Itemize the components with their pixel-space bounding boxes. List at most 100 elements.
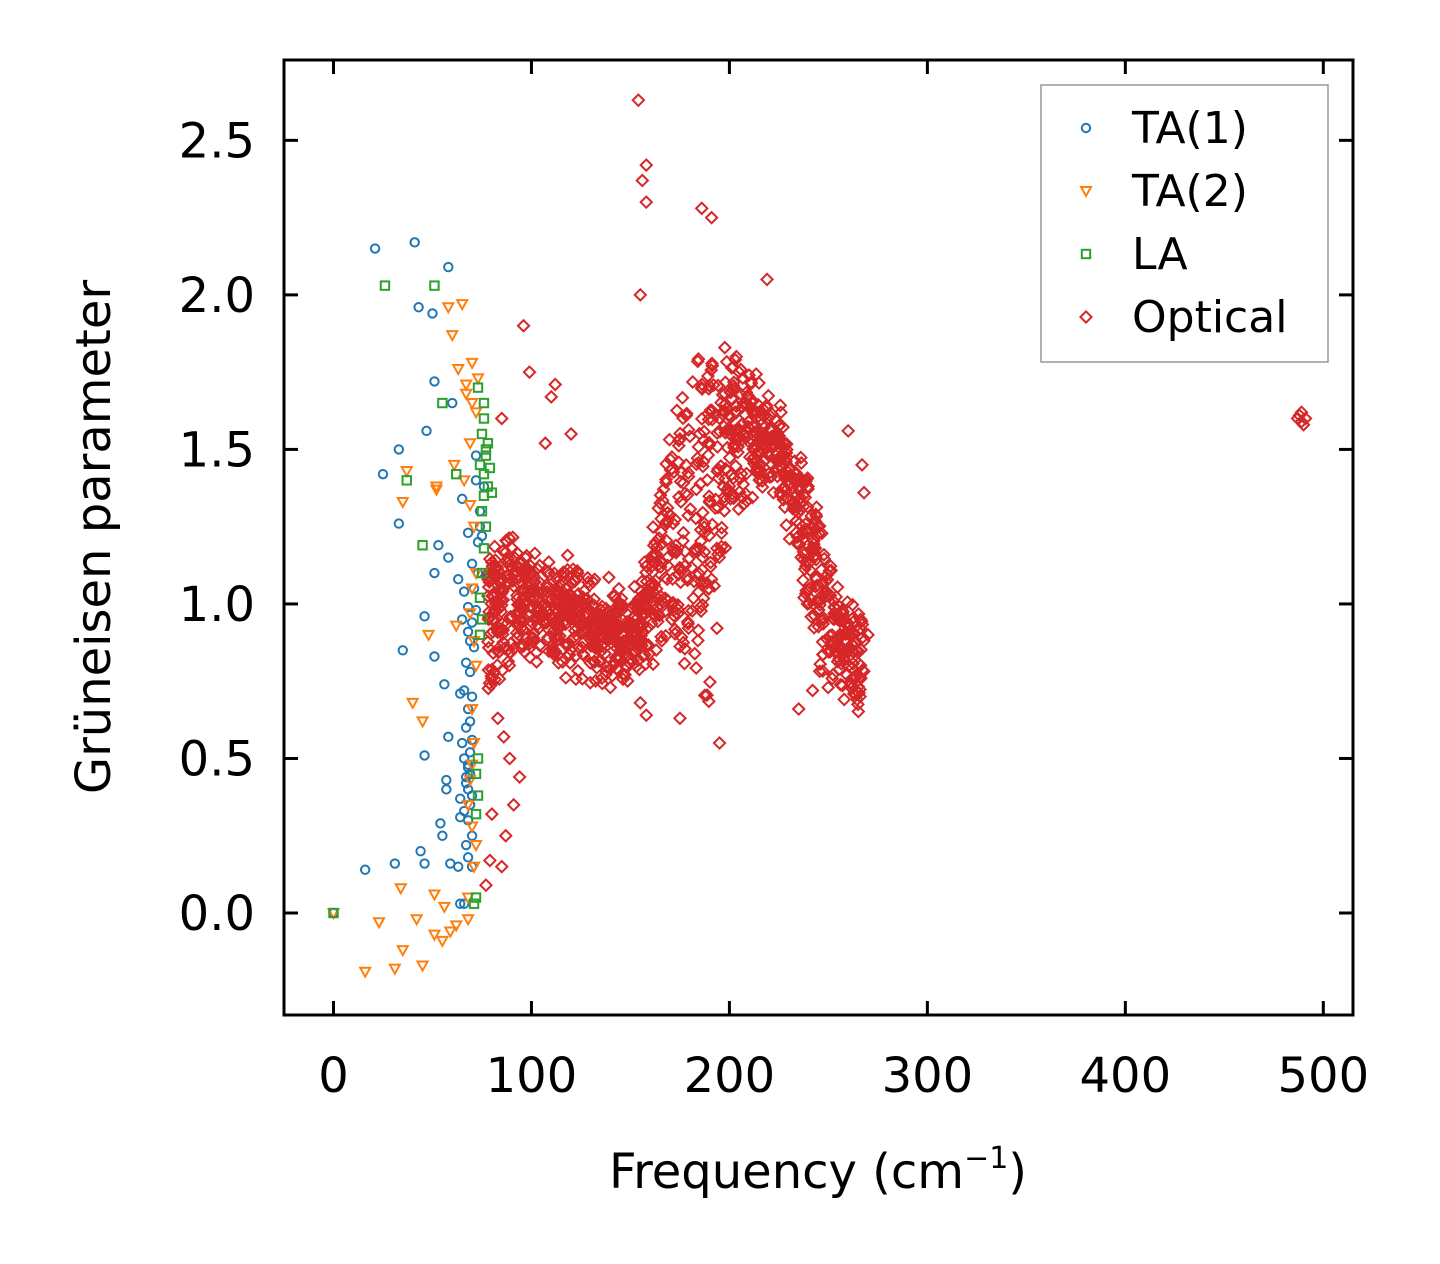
ta2-point [405,697,420,710]
optical-point [672,560,687,575]
ta1-point [439,679,450,690]
optical-point [526,631,541,646]
ta1-point [443,731,454,743]
optical-point [635,624,650,639]
optical-point [672,431,687,446]
optical-point [728,459,743,474]
optical-point [637,591,652,606]
optical-point [695,459,710,474]
optical-point [482,853,497,868]
optical-point [569,611,584,626]
ta2-point [459,388,473,401]
ta2-point [457,475,471,488]
optical-point [781,465,796,480]
ta1-point [433,540,444,551]
optical-point [807,620,822,635]
optical-point [633,695,648,710]
optical-point [502,531,517,546]
x-tick-label: 500 [1277,1048,1369,1104]
la-point [476,567,488,579]
optical-point [702,674,717,690]
ta1-point [458,685,470,696]
la-point [429,280,440,291]
la-point [486,487,498,498]
optical-point [506,797,521,812]
optical-point [502,751,517,766]
ta1-point [447,397,458,409]
optical-point [587,614,603,629]
optical-point [692,566,707,581]
legend-label-optical: Optical [1132,292,1287,343]
optical-point [844,681,859,696]
optical-point [552,618,567,633]
legend-markers [1078,122,1094,325]
optical-point [690,633,705,648]
optical-point [544,592,559,607]
optical-point [580,570,595,585]
optical-point [675,390,690,405]
optical-point [647,603,662,618]
optical-point [556,569,571,584]
ta2-point [469,407,483,420]
optical-point [804,508,819,523]
ta2-point [441,302,456,315]
optical-point [829,589,844,604]
optical-point [695,381,710,396]
optical-point [684,560,699,575]
optical-point [777,480,792,495]
optical-point [611,581,626,596]
optical-point [570,570,585,585]
ta1-point [389,858,401,869]
optical-point [569,649,584,664]
optical-point [529,654,544,669]
optical-point [516,318,531,333]
ta2-point [449,920,463,933]
optical-point [813,657,828,672]
optical-point [793,450,808,465]
optical-point [627,599,642,614]
optical-point [647,547,662,562]
optical-point [598,646,613,661]
optical-point [575,640,590,655]
optical-point [860,627,876,642]
optical-point [736,428,751,443]
optical-point [856,664,871,679]
optical-point [484,807,499,822]
optical-point [712,411,727,426]
optical-point [540,632,555,647]
optical-point [762,470,777,485]
optical-point [658,570,673,585]
optical-point [846,610,861,625]
ta1-point [437,830,448,841]
optical-point [1294,405,1309,420]
optical-point [841,658,856,674]
la-point [478,468,490,480]
optical-point [666,465,681,480]
optical-point [717,489,732,504]
optical-point [664,461,679,476]
ta1-point [464,747,476,758]
la-point [468,898,480,909]
optical-point [809,594,824,609]
optical-point [582,602,597,617]
optical-point [702,378,717,393]
optical-point [660,550,675,565]
optical-point [549,627,565,642]
optical-point [616,672,631,687]
optical-point [512,605,527,620]
optical-point [769,460,785,475]
optical-point [605,626,620,641]
ta1-point [429,651,440,662]
optical-point [735,399,750,414]
optical-point [768,433,783,448]
legend-marker-optical [1078,309,1094,325]
ta2-point [447,459,461,472]
optical-point [828,607,843,622]
optical-point [741,419,756,434]
optical-point [488,553,503,568]
optical-point [548,377,563,392]
optical-point [688,541,703,556]
optical-point [666,595,681,610]
optical-point [825,611,840,626]
ta2-point [465,583,479,596]
